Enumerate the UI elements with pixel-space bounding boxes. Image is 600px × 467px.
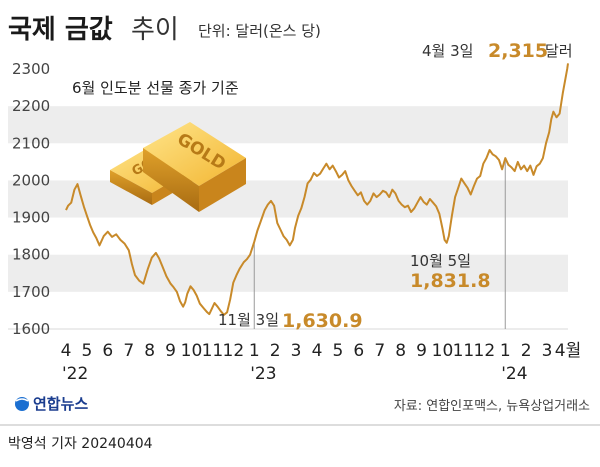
x-tick-label: 11 <box>202 341 224 361</box>
y-tick-label: 1700 <box>12 283 50 301</box>
annotation-dip-value: 1,831.8 <box>410 270 491 292</box>
grid-band <box>8 254 568 292</box>
x-tick-label: 3 <box>291 341 302 361</box>
annotation-latest: 4월 3일 2,315 달러 <box>422 40 573 62</box>
x-tick-label: 4 <box>61 341 72 361</box>
y-tick-label: 1800 <box>12 246 50 264</box>
yonhap-logo: 연합뉴스 <box>15 395 88 413</box>
x-tick-label: 6 <box>353 341 364 361</box>
annotation-low-value: 1,630.9 <box>282 310 363 332</box>
x-tick-label: 11 <box>453 341 475 361</box>
x-tick-label: 1 <box>500 341 511 361</box>
grid-band <box>8 180 568 218</box>
annotation-dip-date: 10월 5일 <box>410 252 471 270</box>
annotation-low: 11월 3일 1,630.9 <box>218 310 363 332</box>
x-tick-label: 8 <box>144 341 155 361</box>
annotation-latest-date: 4월 3일 <box>422 42 473 60</box>
y-tick-label: 2300 <box>12 60 50 78</box>
x-tick-label: 10 <box>432 341 454 361</box>
grid-band <box>8 106 568 144</box>
brand-logo-text: 연합뉴스 <box>33 395 88 413</box>
reference-lines <box>253 158 506 329</box>
x-tick-label: 12 <box>474 341 496 361</box>
y-tick-label: 1900 <box>12 209 50 227</box>
x-tick-label: 9 <box>416 341 427 361</box>
x-tick-label: 5 <box>333 341 344 361</box>
note-box <box>60 73 254 101</box>
gridline-bands <box>8 106 568 330</box>
reporter-credit: 박영석 기자 20240404 <box>8 436 153 452</box>
y-tick-label: 2100 <box>12 134 50 152</box>
series-line-gold-price <box>65 63 569 316</box>
x-tick-label: 7 <box>123 341 134 361</box>
y-tick-label: 1600 <box>12 320 50 338</box>
x-tick-label: 9 <box>165 341 176 361</box>
x-tick-label: 2 <box>521 341 532 361</box>
chart-title-suffix: 추이 <box>131 15 179 45</box>
y-tick-label: 2000 <box>12 171 50 189</box>
source-note: 자료: 연합인포맥스, 뉴욕상업거래소 <box>394 399 590 414</box>
y-axis: 1600 1700 1800 1900 2000 2100 2200 2300 <box>12 60 50 338</box>
x-axis: 4 5 6 7 8 9 10 11 12 1 2 3 4 5 6 7 8 9 10 11 12 1 2 3 4월'22'23'2… <box>61 341 582 384</box>
x-tick-label: 3 <box>542 341 553 361</box>
basis-note: 6월 인도분 선물 종가 기준 <box>72 79 239 97</box>
x-tick-label: 12 <box>223 341 245 361</box>
annotation-latest-unit: 달러 <box>545 42 573 60</box>
chart-title: 국제 금값 <box>8 15 113 45</box>
x-tick-label: 6 <box>102 341 113 361</box>
annotation-dip: 10월 5일 1,831.8 <box>410 252 491 292</box>
x-tick-label: 2 <box>270 341 281 361</box>
x-tick-label: 1 <box>249 341 260 361</box>
x-tick-label: 7 <box>374 341 385 361</box>
x-year-label: '22 <box>62 364 88 384</box>
x-tick-label: 10 <box>181 341 203 361</box>
y-tick-label: 2200 <box>12 97 50 115</box>
unit-label: 단위: 달러(온스 당) <box>198 22 321 40</box>
x-tick-label: 4 <box>312 341 323 361</box>
x-year-label: '23 <box>250 364 276 384</box>
x-tick-label: 5 <box>82 341 93 361</box>
annotation-latest-value: 2,315 <box>488 40 548 62</box>
annotation-low-date: 11월 3일 <box>218 311 279 329</box>
x-tick-label: 8 <box>395 341 406 361</box>
yonhap-globe-icon <box>15 397 29 411</box>
x-tick-label: 4월 <box>555 341 581 361</box>
x-year-label: '24 <box>501 364 527 384</box>
